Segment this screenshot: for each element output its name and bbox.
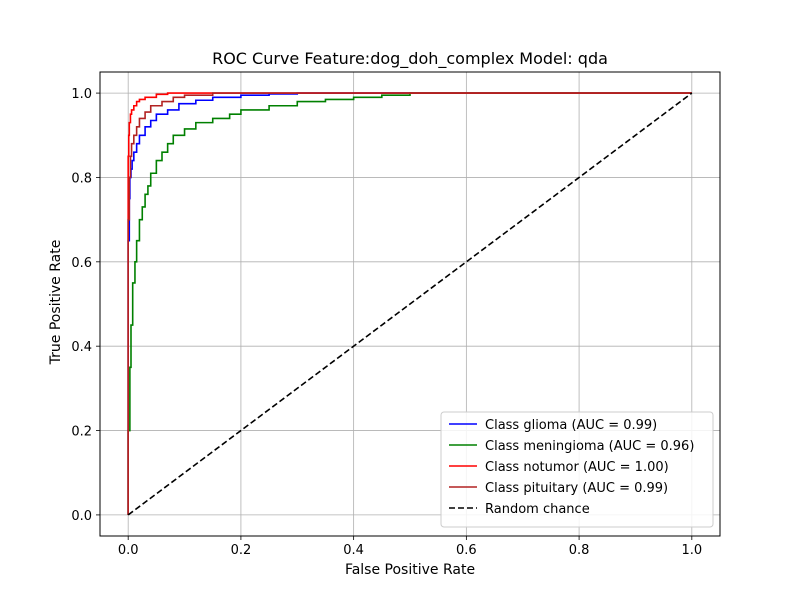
y-tick-label: 0.8 [71,171,92,186]
grid [100,72,720,536]
chart-title: ROC Curve Feature:dog_doh_complex Model:… [212,49,608,69]
y-tick-label: 1.0 [71,87,92,102]
legend-label: Class notumor (AUC = 1.00) [485,460,669,475]
legend-label: Class pituitary (AUC = 0.99) [485,481,668,496]
x-tick-label: 0.0 [118,543,139,558]
x-tick-label: 1.0 [681,543,702,558]
y-tick-label: 0.4 [71,340,92,355]
y-tick-label: 0.2 [71,425,92,440]
series-line-2 [127,92,692,515]
legend-label: Random chance [485,502,590,517]
series-line-1 [127,92,692,515]
series-line-4 [127,92,693,516]
legend-label: Class glioma (AUC = 0.99) [485,418,657,433]
y-axis-label: True Positive Rate [48,240,64,366]
y-tick-label: 0.0 [71,509,92,524]
x-tick-label: 0.4 [343,543,364,558]
x-tick-label: 0.2 [231,543,252,558]
x-tick-label: 0.6 [456,543,477,558]
x-axis-label: False Positive Rate [345,562,475,578]
plot-series [127,92,693,516]
legend-label: Class meningioma (AUC = 0.96) [485,439,694,454]
axes-frame [99,71,721,537]
axis-ticks: 0.0 0.2 0.4 0.6 0.8 1.0 0.0 0.2 0.4 0.6 0.8 1.0 [71,87,702,558]
series-line-3 [127,92,692,515]
legend-box [440,411,714,528]
legend: Class glioma (AUC = 0.99) Class meningiom… [440,411,714,528]
y-tick-label: 0.6 [71,256,92,271]
x-tick-label: 0.8 [569,543,590,558]
